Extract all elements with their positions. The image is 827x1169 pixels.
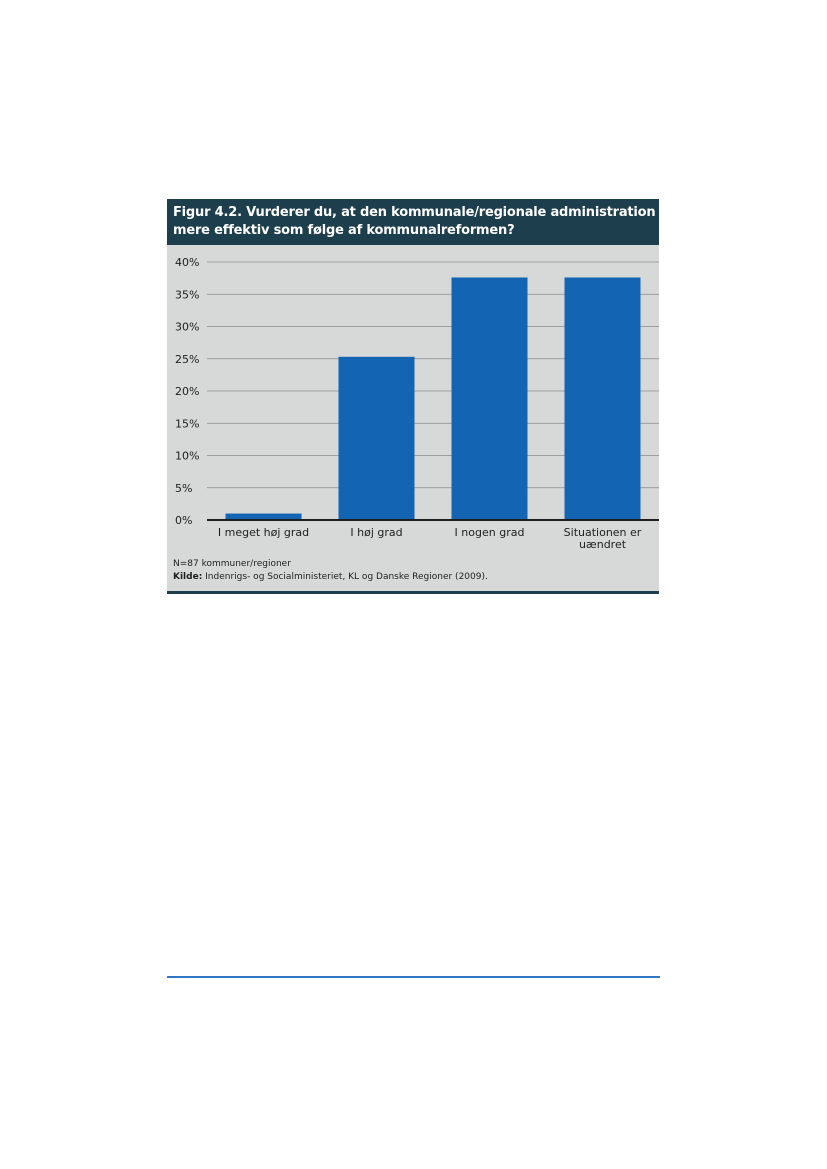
x-category-label: I meget høj grad (218, 526, 309, 539)
bars (225, 277, 641, 520)
sample-note: N=87 kommuner/regioner (173, 559, 291, 569)
y-tick-label: 0% (175, 514, 192, 527)
figure-bottom-bar (167, 591, 659, 594)
y-tick-label: 20% (175, 385, 199, 398)
x-axis-category-labels: I meget høj grad I høj grad I nogen grad Si… (218, 526, 642, 551)
x-category-label: I høj grad (350, 526, 402, 539)
gridlines (207, 261, 659, 489)
y-axis-tick-labels: 0% 5% 10% 15% 20% 25% 30% 35% 40% (175, 256, 199, 527)
y-tick-label: 15% (175, 417, 199, 430)
y-tick-label: 40% (175, 256, 199, 269)
x-category-label: uændret (579, 538, 627, 551)
bar-chart: 0% 5% 10% 15% 20% 25% 30% 35% 40% I meget høj gr… (175, 256, 659, 551)
source-text: Indenrigs- og Socialministeriet, KL og D… (202, 572, 488, 582)
source-line: Kilde: Indenrigs- og Socialministeriet, … (173, 571, 653, 584)
y-tick-label: 35% (175, 288, 199, 301)
y-tick-label: 25% (175, 353, 199, 366)
y-tick-label: 30% (175, 321, 199, 334)
y-tick-label: 10% (175, 450, 199, 463)
x-category-label: I nogen grad (455, 526, 525, 539)
x-category-label: Situationen er (564, 526, 642, 539)
figure-title-line-1: Figur 4.2. Vurderer du, at den kommunale… (173, 205, 724, 220)
figure-box: Figur 4.2. Vurderer du, at den kommunale… (167, 199, 724, 594)
bar (338, 356, 415, 520)
bar (564, 277, 641, 520)
figure-title-line-2: mere effektiv som følge af kommunalrefor… (173, 223, 515, 238)
figure-footer: N=87 kommuner/regioner Kilde: Indenrigs-… (173, 558, 653, 584)
page-footer-rule (167, 976, 660, 978)
y-tick-label: 5% (175, 482, 192, 495)
bar (225, 513, 302, 520)
figure-title: Figur 4.2. Vurderer du, at den kommunale… (167, 199, 724, 245)
bar (451, 277, 528, 520)
source-label: Kilde: (173, 572, 203, 582)
